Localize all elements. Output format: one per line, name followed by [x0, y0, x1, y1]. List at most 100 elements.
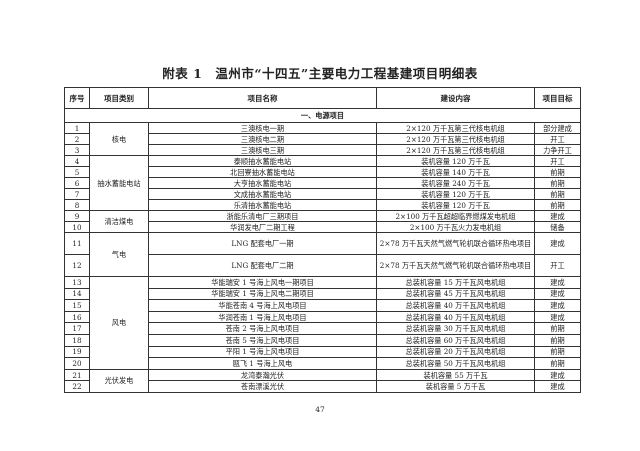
project-name: 浙能乐清电厂三期项目: [148, 210, 377, 222]
project-goal: 前期: [534, 322, 581, 335]
project-name: 华能瑞安 1 号海上风电一期项目: [148, 276, 377, 289]
project-goal: 建成: [534, 276, 581, 289]
table-row: 5 北回寮抽水蓄能电站 装机容量 140 万千瓦 前期: [64, 166, 581, 178]
header-row: 序号 项目类别 项目名称 建设内容 项目目标: [64, 87, 581, 109]
project-content: 2×100 万千瓦超超临界燃煤发电机组: [376, 210, 535, 222]
project-goal: 建成: [534, 210, 581, 222]
table-title: 附表 1 温州市“十四五”主要电力工程基建项目明细表: [162, 66, 478, 81]
page-number: 47: [315, 405, 325, 414]
project-goal: 建成: [534, 368, 581, 382]
project-goal: 部分建成: [534, 122, 581, 134]
project-goal: 建成: [534, 310, 581, 324]
project-name: 三澳核电一期: [148, 122, 377, 134]
project-name: 瓯飞 1 号海上风电: [148, 357, 377, 370]
project-name: 华能瑞安 1 号海上风电二期项目: [148, 287, 377, 301]
project-name: 苍南 5 号海上风电项目: [148, 333, 377, 347]
row-number: 19: [64, 345, 90, 359]
project-goal: 前期: [534, 177, 581, 189]
section-row: 一、电源项目: [64, 108, 581, 123]
table-row: 6 大亨抽水蓄能电站 装机容量 240 万千瓦 前期: [64, 177, 581, 189]
table-row: 2 三澳核电二期 2×120 万千瓦第三代核电机组 开工: [64, 133, 581, 145]
project-content: 总装机容量 40 万千瓦风电机组: [376, 310, 535, 324]
project-category: 光伏发电: [89, 368, 149, 393]
row-number: 18: [64, 333, 90, 347]
project-content: 装机容量 5 万千瓦: [376, 380, 535, 393]
header-category: 项目类别: [89, 87, 149, 109]
header-content: 建设内容: [376, 87, 535, 109]
project-category: 核电: [89, 122, 149, 156]
project-content: 装机容量 55 万千瓦: [376, 368, 535, 382]
project-content: 装机容量 240 万千瓦: [376, 177, 535, 189]
project-content: 2×78 万千瓦天然气燃气轮机联合循环热电项目: [376, 254, 535, 277]
project-name: 大亨抽水蓄能电站: [148, 177, 377, 189]
row-number: 6: [64, 177, 90, 189]
project-category: 风电: [89, 276, 149, 370]
project-goal: 前期: [534, 188, 581, 200]
project-name: 三澳核电二期: [148, 133, 377, 145]
row-number: 9: [64, 210, 90, 222]
project-content: 2×120 万千瓦第三代核电机组: [376, 122, 535, 134]
project-goal: 建成: [534, 287, 581, 301]
project-goal: 开工: [534, 155, 581, 167]
row-number: 8: [64, 199, 90, 211]
project-goal: 建成: [534, 299, 581, 312]
project-name: 华润苍南 1 号海上风电项目: [148, 310, 377, 324]
project-content: 2×78 万千瓦天然气燃气轮机联合循环热电项目: [376, 232, 535, 255]
project-content: 总装机容量 50 万千瓦风电机组: [376, 357, 535, 370]
project-category: 清洁煤电: [89, 210, 149, 233]
project-goal: 前期: [534, 345, 581, 359]
table-row: 12 LNG 配套电厂二期 2×78 万千瓦天然气燃气轮机联合循环热电项目 开工: [64, 254, 581, 277]
project-content: 装机容量 140 万千瓦: [376, 166, 535, 178]
row-number: 16: [64, 310, 90, 324]
project-goal: 储备: [534, 221, 581, 233]
project-goal: 前期: [534, 166, 581, 178]
project-goal: 前期: [534, 199, 581, 211]
table-row: 13 风电 华能瑞安 1 号海上风电一期项目 总装机容量 15 万千瓦风电机组 建成: [64, 276, 581, 370]
project-goal: 建成: [534, 232, 581, 255]
project-name: 三澳核电三期: [148, 144, 377, 156]
table-row: 15 华能苍南 4 号海上风电项目 总装机容量 40 万千瓦风电机组 建成: [64, 299, 581, 312]
project-content: 2×100 万千瓦火力发电机组: [376, 221, 535, 233]
table-row: 11 气电 LNG 配套电厂一期 2×78 万千瓦天然气燃气轮机联合循环热电项目 建成: [64, 232, 581, 277]
row-number: 4: [64, 155, 90, 167]
table-row: 1 核电 三澳核电一期 2×120 万千瓦第三代核电机组 部分建成: [64, 122, 581, 156]
row-number: 14: [64, 287, 90, 301]
header-goal: 项目目标: [534, 87, 581, 109]
row-number: 7: [64, 188, 90, 200]
project-category: 抽水蓄能电站: [89, 155, 149, 211]
table-row: 8 乐清抽水蓄能电站 装机容量 120 万千瓦 前期: [64, 199, 581, 211]
project-table: 序号 项目类别 项目名称 建设内容 项目目标 一、电源项目 1 核电 三澳核电一期 2…: [64, 87, 581, 393]
project-content: 总装机容量 45 万千瓦风电机组: [376, 287, 535, 301]
row-number: 17: [64, 322, 90, 335]
project-content: 总装机容量 30 万千瓦风电机组: [376, 322, 535, 335]
row-number: 10: [64, 221, 90, 233]
project-name: 泰顺抽水蓄能电站: [148, 155, 377, 167]
project-content: 2×120 万千瓦第三代核电机组: [376, 133, 535, 145]
section-title: 一、电源项目: [64, 108, 581, 123]
project-name: LNG 配套电厂二期: [148, 254, 377, 277]
project-goal: 力争开工: [534, 144, 581, 156]
project-name: 乐清抽水蓄能电站: [148, 199, 377, 211]
project-content: 装机容量 120 万千瓦: [376, 199, 535, 211]
project-name: 华润发电厂二期工程: [148, 221, 377, 233]
row-number: 13: [64, 276, 90, 289]
project-goal: 前期: [534, 357, 581, 370]
project-name: LNG 配套电厂一期: [148, 232, 377, 255]
project-name: 平阳 1 号海上风电项目: [148, 345, 377, 359]
row-number: 11: [64, 232, 90, 255]
project-name: 华能苍南 4 号海上风电项目: [148, 299, 377, 312]
project-content: 装机容量 120 万千瓦: [376, 188, 535, 200]
row-number: 20: [64, 357, 90, 370]
header-no: 序号: [64, 87, 90, 109]
row-number: 12: [64, 254, 90, 277]
project-content: 装机容量 120 万千瓦: [376, 155, 535, 167]
table-row: 21 光伏发电 龙湾泰瀚光伏 装机容量 55 万千瓦 建成: [64, 368, 581, 393]
table-row: 17 苍南 2 号海上风电项目 总装机容量 30 万千瓦风电机组 前期: [64, 322, 581, 335]
project-goal: 开工: [534, 254, 581, 277]
table-row: 9 清洁煤电 浙能乐清电厂三期项目 2×100 万千瓦超超临界燃煤发电机组 建成: [64, 210, 581, 233]
project-content: 总装机容量 40 万千瓦风电机组: [376, 299, 535, 312]
project-goal: 前期: [534, 333, 581, 347]
row-number: 1: [64, 122, 90, 134]
project-content: 总装机容量 60 万千瓦风电机组: [376, 333, 535, 347]
project-content: 总装机容量 20 万千瓦风电机组: [376, 345, 535, 359]
